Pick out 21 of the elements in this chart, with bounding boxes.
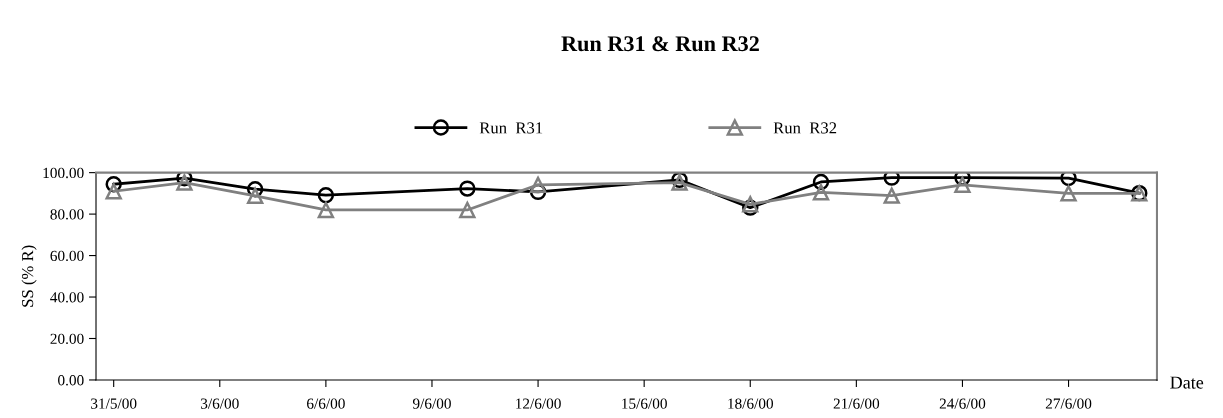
x-tick-label: 3/6/00 [200, 398, 239, 409]
x-tick-label: 12/6/00 [516, 398, 561, 409]
y-tick-label: 60.00 [50, 250, 84, 262]
y-axis-title: SS (% R) [21, 245, 37, 307]
legend-label: Run R31 [479, 122, 543, 134]
x-tick-label: 21/6/00 [833, 398, 880, 409]
y-tick-label: 20.00 [50, 333, 84, 345]
x-tick-label: 24/6/00 [939, 398, 986, 409]
x-tick-label: 9/6/00 [412, 398, 451, 409]
x-tick-label: 6/6/00 [307, 398, 345, 409]
legend-label: Run R32 [773, 122, 837, 134]
y-tick-label: 0.00 [58, 375, 84, 386]
x-axis-title: Date [1170, 376, 1204, 389]
x-tick-label: 31/5/00 [91, 398, 137, 409]
y-tick-label: 40.00 [50, 292, 84, 303]
y-tick-label: 100.00 [43, 167, 84, 179]
x-tick-label: 27/6/00 [1045, 398, 1092, 409]
y-tick-label: 80.00 [50, 209, 84, 220]
chart-title: Run R31 & Run R32 [561, 36, 759, 52]
x-tick-label: 18/6/00 [728, 398, 774, 409]
x-tick-label: 15/6/00 [622, 398, 667, 409]
